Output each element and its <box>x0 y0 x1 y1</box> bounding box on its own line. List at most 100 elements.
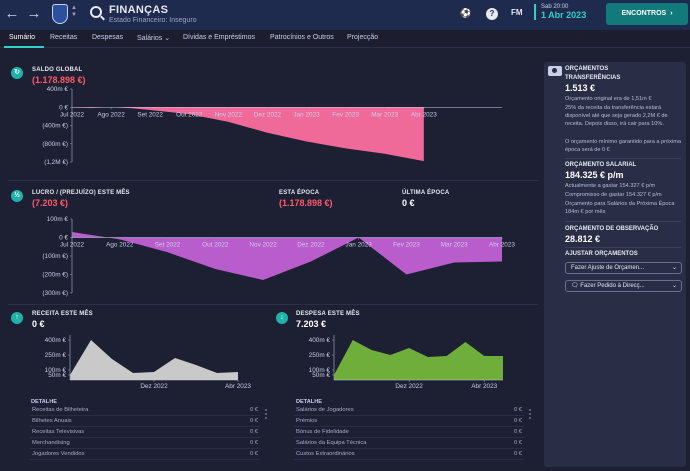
divider <box>8 180 538 181</box>
balance-icon: ↻ <box>11 67 23 79</box>
row-name: Salários de Jogadores <box>296 407 354 413</box>
balance-chart: 400m € 0 € (400m €) (800m €) (1,2M €) Jul 202… <box>42 86 502 166</box>
expense-row-extraordinary: Custos Extraordinários 0 € <box>294 450 524 460</box>
income-row-tv: Receitas Televisivas 0 € <box>30 428 260 438</box>
continue-button[interactable]: ENCONTROS › <box>606 3 688 25</box>
wage-next-season: Orçamento para Salários da Próxima Época… <box>565 201 675 215</box>
y-tick-label: (200m €) <box>42 272 68 279</box>
expenses-value: 7.203 € <box>296 319 327 329</box>
balance-area <box>72 107 424 162</box>
expense-row-player-wages: Salários de Jogadores 0 € <box>294 406 524 416</box>
tab-projection[interactable]: Projecção <box>347 34 379 41</box>
y-tick-label: (300m €) <box>42 290 68 297</box>
ball-icon[interactable]: ⚽ <box>460 8 472 18</box>
search-icon[interactable] <box>90 6 102 18</box>
row-amount: 0 € <box>249 451 258 457</box>
column-resize-handle[interactable] <box>529 417 531 419</box>
game-date[interactable]: Sab 20:00 1 Abr 2023 <box>534 4 586 20</box>
x-tick-label: Mar 2023 <box>371 111 398 118</box>
column-resize-handle[interactable] <box>265 409 267 411</box>
y-tick-label: (100m €) <box>42 253 68 260</box>
column-resize-handle[interactable] <box>265 417 267 419</box>
y-tick-label: 0 € <box>59 235 68 242</box>
x-tick-label: Set 2022 <box>155 242 181 249</box>
tab-summary[interactable]: Sumário <box>9 34 36 41</box>
x-tick-label: Dez 2022 <box>254 111 282 118</box>
expense-arrow-down-icon: ↓ <box>276 312 288 324</box>
game-time: Sab 20:00 <box>541 4 569 10</box>
expenses-chart: 400m € 250m € 100m €50m € Dez 2022 Abr 2023 <box>309 335 503 390</box>
club-switch-icon[interactable]: ▲ ▼ <box>71 5 77 18</box>
profit-chart: 100m € 0 € (100m €) (200m €) (300m €) Jul 202… <box>42 216 515 297</box>
y-tick-label: 400m € <box>45 337 67 344</box>
x-tick-label: Nov 2022 <box>249 242 277 249</box>
tab-wages-label: Salários <box>137 35 163 42</box>
tab-income[interactable]: Receitas <box>50 34 78 41</box>
back-arrow-icon[interactable]: ← <box>4 5 20 22</box>
tab-expenses[interactable]: Despesas <box>92 34 124 41</box>
column-resize-handle[interactable] <box>529 409 531 411</box>
x-tick-label: Dez 2022 <box>395 383 423 390</box>
row-amount: 0 € <box>513 451 522 457</box>
income-row-players-sold: Jogadores Vendidos 0 € <box>30 450 260 460</box>
x-tick-label: Nov 2022 <box>215 111 243 118</box>
divider <box>8 304 538 305</box>
income-chart: 400m € 250m € 100m €50m € Dez 2022 Abr 2023 <box>45 335 251 390</box>
row-amount: 0 € <box>513 429 522 435</box>
adjust-budget-dropdown[interactable]: Fazer Ajuste de Orçamen... ⌄ <box>565 262 682 274</box>
income-detail-title: DETALHE <box>31 399 57 405</box>
column-resize-handle[interactable] <box>529 413 531 415</box>
tab-debts-loans[interactable]: Dívidas e Empréstimos <box>183 34 255 41</box>
budgets-title: ORÇAMENTOS <box>565 66 609 72</box>
profit-value: (7.203 €) <box>32 198 69 208</box>
chevron-down-icon: ⌄ <box>671 283 677 289</box>
expenses-area <box>334 340 503 380</box>
tab-sponsorship[interactable]: Patrocínios e Outros <box>270 34 334 41</box>
x-tick-label: Abr 2023 <box>471 383 497 390</box>
row-amount: 0 € <box>513 440 522 446</box>
forward-arrow-icon[interactable]: → <box>26 5 42 22</box>
x-tick-label: Abr 2023 <box>489 242 515 249</box>
profit-area <box>72 231 502 281</box>
y-tick-label: 50m € <box>48 372 66 379</box>
x-tick-label: Jan 2023 <box>293 111 320 118</box>
y-tick-label: 250m € <box>45 352 67 359</box>
income-arrow-up-icon: ↑ <box>11 312 23 324</box>
y-tick-label: 250m € <box>309 352 331 359</box>
row-name: Jogadores Vendidos <box>32 451 85 457</box>
column-resize-handle[interactable] <box>265 413 267 415</box>
fm-logo[interactable]: FM <box>511 8 523 17</box>
money-icon <box>548 66 562 76</box>
x-tick-label: Out 2022 <box>176 111 203 118</box>
chevron-down-icon: ⌄ <box>164 35 171 42</box>
tab-wages[interactable]: Salários ⌄ <box>137 34 170 42</box>
income-label: RECEITA ESTE MÊS <box>32 311 93 317</box>
row-name: Receitas de Bilheteira <box>32 407 89 413</box>
help-icon[interactable]: ? <box>486 8 498 20</box>
page-title: FINANÇAS <box>109 4 169 16</box>
row-amount: 0 € <box>513 407 522 413</box>
row-amount: 0 € <box>249 418 258 424</box>
active-tab-indicator <box>4 46 44 48</box>
continue-label: ENCONTROS <box>621 10 667 17</box>
x-tick-label: Dez 2022 <box>140 383 168 390</box>
x-tick-label: Ago 2022 <box>106 242 134 249</box>
y-tick-label: 0 € <box>59 104 68 111</box>
balance-label: SALDO GLOBAL <box>32 67 83 73</box>
club-crest[interactable] <box>52 4 68 24</box>
expenses-label: DESPESA ESTE MÊS <box>296 311 360 317</box>
adjust-budgets-head: AJUSTAR ORÇAMENTOS <box>565 251 638 257</box>
y-tick-label: 100m € <box>47 216 69 223</box>
y-tick-label: 100m € <box>309 367 331 374</box>
y-tick-label: 400m € <box>47 86 69 93</box>
y-tick-label: (800m €) <box>42 141 68 148</box>
row-name: Merchandising <box>32 440 70 446</box>
board-request-dropdown[interactable]: 🗨 Fazer Pedido à Direcç... ⌄ <box>565 280 682 292</box>
x-tick-label: Out 2022 <box>202 242 229 249</box>
adjust-budget-label: Fazer Ajuste de Orçamen... <box>571 265 645 271</box>
x-tick-label: Fev 2023 <box>393 242 420 249</box>
row-amount: 0 € <box>249 407 258 413</box>
x-tick-label: Jul 2022 <box>60 242 85 249</box>
transfers-revenue-share: 25% da receita da transferência estará d… <box>565 105 668 127</box>
y-tick-label: (400m €) <box>42 123 68 130</box>
